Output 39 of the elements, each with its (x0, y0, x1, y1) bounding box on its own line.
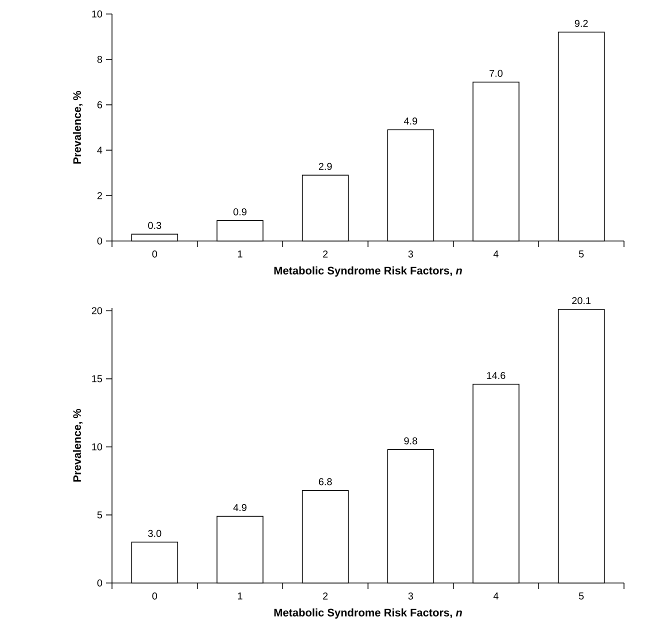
x-axis-title: Metabolic Syndrome Risk Factors, n (274, 266, 462, 277)
y-tick-label: 20 (92, 307, 102, 314)
data-label: 7.0 (490, 70, 503, 77)
x-tick-label: 0 (152, 592, 158, 600)
y-tick-label: 10 (92, 443, 102, 450)
data-label: 0.9 (233, 208, 246, 216)
x-axis-title: Metabolic Syndrome Risk Factors, n (274, 608, 462, 619)
x-tick-label: 5 (578, 250, 584, 258)
x-tick-label: 4 (493, 250, 498, 258)
data-label: 9.8 (404, 437, 418, 444)
x-tick-label: 1 (238, 592, 242, 600)
x-tick-label: 2 (323, 592, 328, 600)
y-axis-title: Prevalence, % (72, 90, 83, 164)
data-label: 20.1 (572, 297, 591, 304)
data-label: 2.9 (318, 162, 332, 170)
x-tick-label: 3 (408, 250, 414, 258)
y-tick-label: 2 (97, 192, 102, 200)
data-label: 9.2 (574, 20, 588, 27)
data-label: 6.8 (318, 478, 332, 486)
y-tick-label: 0 (97, 579, 102, 587)
x-tick-label: 1 (238, 250, 242, 258)
x-tick-label: 5 (578, 592, 584, 600)
y-tick-label: 0 (97, 237, 102, 245)
x-tick-label: 0 (152, 250, 158, 258)
y-tick-label: 8 (97, 56, 102, 63)
y-axis-title: Prevalence, % (72, 408, 83, 482)
y-tick-label: 15 (92, 375, 102, 382)
data-label: 3.0 (148, 530, 162, 537)
y-tick-label: 5 (97, 511, 102, 518)
y-tick-label: 6 (97, 101, 102, 108)
y-tick-label: 10 (92, 10, 102, 18)
x-tick-label: 3 (408, 592, 414, 600)
y-tick-label: 4 (97, 146, 102, 154)
data-label: 0.3 (148, 222, 162, 229)
data-label: 4.9 (233, 504, 246, 512)
x-tick-label: 2 (323, 250, 328, 258)
data-label: 14.6 (487, 372, 506, 380)
data-label: 4.9 (404, 118, 418, 125)
x-tick-label: 4 (493, 592, 498, 600)
